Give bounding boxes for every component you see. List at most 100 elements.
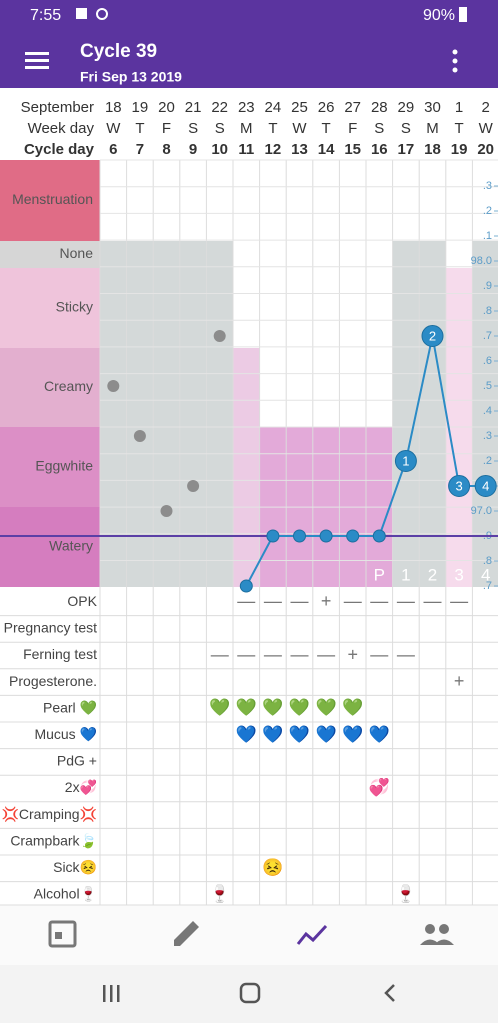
calendar-tab[interactable]: [48, 920, 77, 948]
tracking-mark: 🍷: [395, 883, 416, 903]
tracking-mark: +: [454, 671, 465, 691]
people-icon: [420, 939, 454, 945]
system-nav: [0, 965, 498, 1023]
home-button[interactable]: [239, 982, 261, 1004]
tracking-mark: 😣: [262, 858, 283, 877]
chart-tab[interactable]: [296, 924, 328, 945]
tracking-mark: 💚: [209, 698, 231, 717]
weekday-label: W: [106, 120, 121, 137]
fluid-label: Sticky: [56, 299, 93, 315]
fluid-dot: [107, 380, 120, 392]
icon: [117, 985, 120, 1002]
tracking-mark: —: [291, 591, 309, 611]
row-label: Mucus 💙: [34, 726, 97, 742]
tracking-mark: 💙: [316, 725, 338, 744]
temperature-point: [474, 475, 497, 497]
tracking-mark: —: [237, 644, 255, 664]
cycle-day-label: 14: [318, 141, 335, 158]
weekday-label: T: [322, 120, 331, 137]
point-label: 2: [429, 328, 436, 343]
fluid-label: None: [60, 245, 94, 261]
weekday-label: S: [188, 120, 198, 137]
bottom-nav: [0, 905, 498, 965]
people-tab[interactable]: [420, 924, 454, 945]
tracking-mark: +: [321, 591, 332, 611]
weekday-label: T: [268, 120, 277, 137]
y-tick-label: 98.0: [471, 255, 492, 267]
cycle-day-label: 19: [451, 141, 468, 158]
point-label: 3: [455, 478, 462, 493]
tracking-mark: 💙: [289, 725, 311, 744]
status-icon: [76, 8, 87, 19]
row-label: Week day: [28, 120, 95, 137]
edit-tab[interactable]: [174, 921, 199, 946]
tracking-mark: 💚: [316, 698, 338, 717]
overflow-button[interactable]: [452, 49, 458, 73]
tracking-mark: +: [347, 644, 358, 664]
tracking-mark: —: [370, 591, 388, 611]
row-label: 💢Cramping💢: [1, 806, 97, 823]
row-label: PdG +: [57, 753, 97, 769]
fluid-dot: [187, 480, 200, 492]
weekday-label: W: [292, 120, 307, 137]
people-icon: [425, 924, 435, 934]
cycle-day-label: 11: [238, 141, 254, 158]
menu-line: [25, 52, 49, 55]
tracking-mark: —: [397, 644, 415, 664]
status-time: 7:55: [30, 7, 61, 24]
date-label: 18: [105, 99, 122, 116]
weekday-label: S: [374, 120, 384, 137]
row-label: 2x💞: [65, 779, 98, 796]
date-label: 25: [291, 99, 308, 116]
recents-button[interactable]: [103, 985, 120, 1002]
fluid-band: [0, 348, 100, 427]
fluid-bar: [179, 241, 207, 587]
tracking-mark: 💙: [236, 725, 258, 744]
row-label: Sick😣: [53, 859, 97, 875]
tracking-mark: —: [237, 591, 255, 611]
y-tick-label: 97.0: [471, 505, 492, 517]
tracking-mark: —: [344, 591, 362, 611]
date-label: 26: [318, 99, 335, 116]
tracking-mark: —: [397, 591, 415, 611]
fluid-band: [0, 241, 100, 268]
cycle-day-label: 6: [109, 141, 117, 158]
date-label: 29: [398, 99, 415, 116]
dot: [452, 58, 458, 64]
back-button[interactable]: [384, 984, 395, 1002]
tracking-mark: 💙: [262, 725, 284, 744]
fluid-band: [0, 427, 100, 507]
temperature-point: [394, 450, 417, 472]
fluid-dot: [213, 330, 226, 342]
status-battery: 90%: [423, 7, 455, 24]
row-label: September: [21, 99, 94, 116]
fluid-bar: [233, 348, 260, 587]
phase-label: 1: [401, 565, 410, 584]
tracking-mark: —: [450, 591, 468, 611]
y-tick-label: .4: [483, 405, 492, 417]
chart-icon: [296, 924, 328, 945]
temperature-point: [319, 529, 333, 543]
weekday-label: F: [162, 120, 171, 137]
weekday-label: F: [348, 120, 357, 137]
temperature-point: [372, 529, 386, 543]
menu-button[interactable]: [25, 52, 49, 69]
cycle-day-label: 10: [211, 141, 228, 158]
calendar-icon: [48, 920, 77, 948]
fluid-band: [0, 268, 100, 348]
fluid-band: [0, 160, 100, 241]
fluid-bar: [472, 241, 498, 587]
y-tick-label: .3: [483, 180, 492, 192]
weekday-label: S: [401, 120, 411, 137]
row-label: Crampbark🍃: [10, 831, 97, 849]
y-tick-label: .2: [483, 205, 492, 217]
row-label: Pregnancy test: [4, 620, 97, 636]
row-label: Alcohol🍷: [34, 886, 97, 903]
y-tick-label: .9: [483, 280, 492, 292]
weekday-label: T: [455, 120, 464, 137]
temperature-line: [245, 335, 486, 587]
date-label: 24: [265, 99, 282, 116]
tracking-mark: —: [291, 644, 309, 664]
weekday-label: T: [135, 120, 144, 137]
phase-label: 4: [481, 565, 490, 584]
